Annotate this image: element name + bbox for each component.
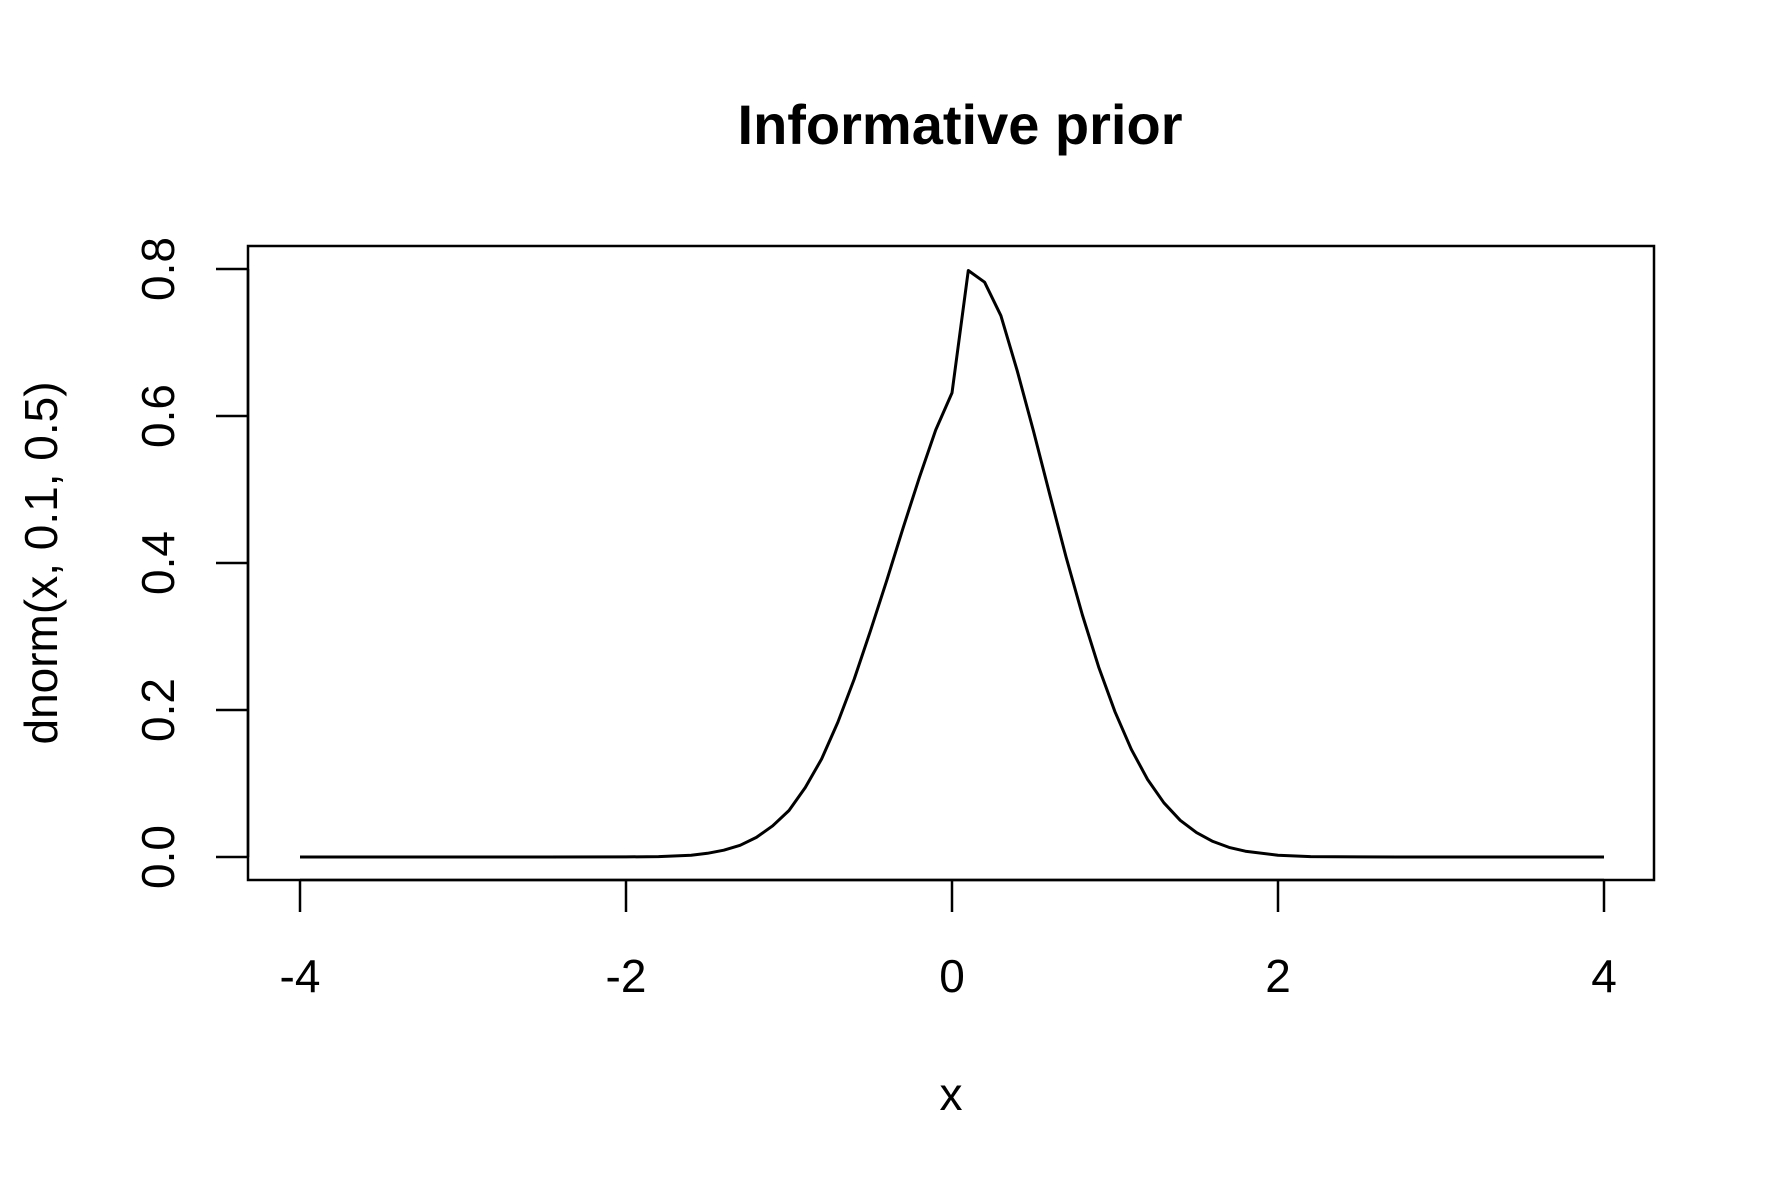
x-tick-label: 2 — [1265, 950, 1291, 1002]
x-axis: -4 -2 0 2 4 — [280, 878, 1617, 1002]
y-tick-label: 0.6 — [132, 384, 184, 448]
chart-title: Informative prior — [738, 93, 1183, 156]
x-tick-label: 4 — [1591, 950, 1617, 1002]
y-tick-label: 0.4 — [132, 531, 184, 595]
x-tick-label: -2 — [606, 950, 647, 1002]
y-axis: 0.0 0.2 0.4 0.6 0.8 — [132, 237, 250, 889]
x-tick-label: -4 — [280, 950, 321, 1002]
y-tick-label: 0.2 — [132, 678, 184, 742]
x-axis-label: x — [940, 1068, 963, 1120]
y-tick-label: 0.0 — [132, 825, 184, 889]
y-axis-label: dnorm(x, 0.1, 0.5) — [15, 381, 67, 744]
y-tick-label: 0.8 — [132, 237, 184, 301]
density-curve — [300, 269, 1604, 859]
plot-frame — [246, 244, 1656, 882]
x-tick-label: 0 — [939, 950, 965, 1002]
